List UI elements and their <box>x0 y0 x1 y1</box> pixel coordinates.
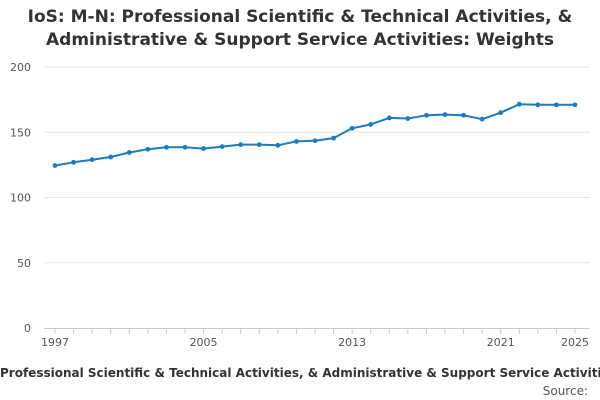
data-point[interactable] <box>89 157 95 163</box>
data-point[interactable] <box>516 101 522 107</box>
data-point[interactable] <box>164 144 169 150</box>
data-point[interactable] <box>405 116 411 121</box>
data-point[interactable] <box>126 150 132 155</box>
data-point[interactable] <box>424 112 429 118</box>
data-point[interactable] <box>275 142 281 148</box>
series-line <box>54 103 575 167</box>
data-point[interactable] <box>182 144 188 150</box>
data-point[interactable] <box>52 163 58 168</box>
data-point[interactable] <box>479 116 485 122</box>
data-point[interactable] <box>461 112 466 118</box>
series-line-layer <box>54 103 575 167</box>
x-tick-label: 2013 <box>338 336 366 349</box>
y-tick-label: 0 <box>24 322 31 335</box>
data-point[interactable] <box>145 146 151 152</box>
data-point[interactable] <box>368 122 374 127</box>
data-point[interactable] <box>442 112 448 118</box>
y-tick-label: 200 <box>10 61 31 74</box>
data-point[interactable] <box>256 142 262 148</box>
data-point[interactable] <box>554 102 559 108</box>
data-point[interactable] <box>572 102 578 108</box>
data-point[interactable] <box>238 142 244 148</box>
x-tick-label: 2021 <box>487 336 515 349</box>
legend-entry: Professional Scientific & Technical Acti… <box>0 366 600 380</box>
series-points <box>52 101 578 168</box>
data-point[interactable] <box>312 138 318 144</box>
chart-title: IoS: M-N: Professional Scientific & Tech… <box>27 7 573 50</box>
data-point[interactable] <box>535 102 541 108</box>
x-tick-label: 2005 <box>190 336 218 349</box>
y-tick-label: 50 <box>17 257 31 270</box>
x-tick-label: 1997 <box>41 336 69 349</box>
data-point[interactable] <box>386 115 392 121</box>
data-point[interactable] <box>219 144 225 150</box>
data-point[interactable] <box>498 110 504 116</box>
grid-lines <box>44 66 590 264</box>
source-label: Source: <box>542 384 588 398</box>
y-tick-label: 150 <box>10 126 31 139</box>
data-point[interactable] <box>349 125 355 131</box>
data-point[interactable] <box>108 154 114 160</box>
data-point[interactable] <box>201 146 206 151</box>
data-point[interactable] <box>71 159 76 165</box>
data-point[interactable] <box>331 135 336 141</box>
y-tick-label: 100 <box>10 192 31 205</box>
x-tick-label: 2025 <box>561 336 589 349</box>
axes: 0 50 100 150 200 1997 2005 2013 2021 2025 <box>10 61 590 349</box>
data-point[interactable] <box>294 138 299 144</box>
